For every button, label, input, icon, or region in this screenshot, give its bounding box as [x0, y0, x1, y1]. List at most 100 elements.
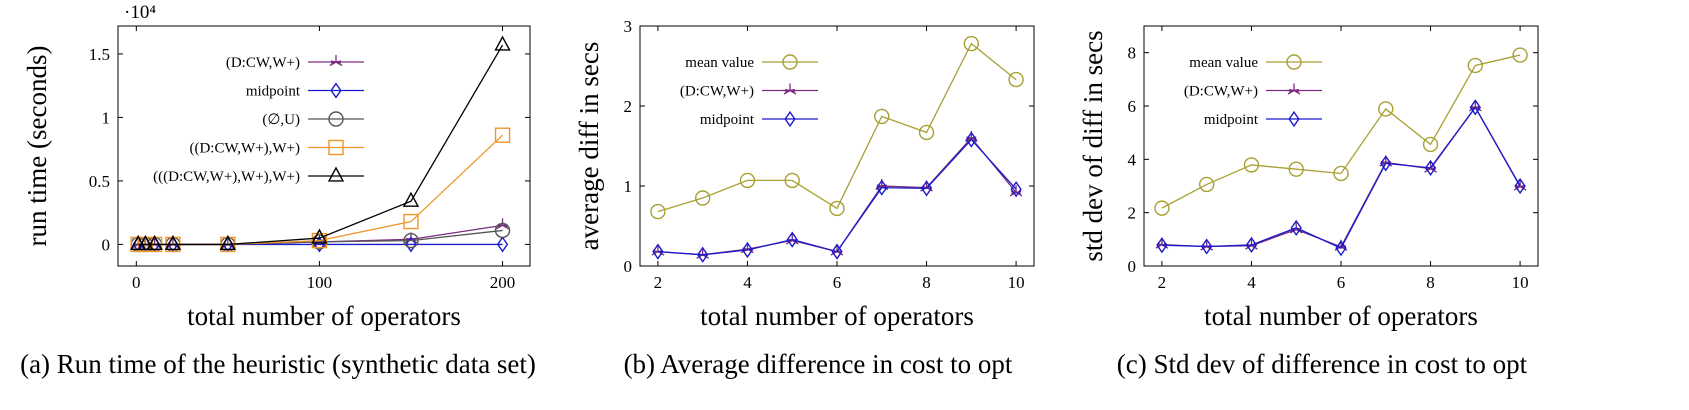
series-line	[657, 42, 1017, 213]
y-axis-title: average diff in secs	[574, 42, 604, 251]
data-point	[494, 127, 511, 143]
data-point	[137, 234, 154, 251]
caption: (c) Std dev of difference in cost to opt	[1117, 349, 1528, 379]
data-point	[876, 179, 888, 196]
data-point	[920, 180, 933, 192]
data-point	[403, 213, 419, 230]
data-point	[496, 218, 509, 230]
x-tick-label: 4	[743, 273, 752, 292]
legend-label: (D:CW,W+)	[226, 55, 300, 71]
legend-marker	[329, 55, 343, 67]
data-point	[652, 243, 664, 260]
x-tick-label: 10	[1512, 273, 1529, 292]
x-tick-label: 8	[922, 273, 931, 292]
data-point	[1333, 165, 1349, 182]
y-tick-label: 0	[1128, 257, 1137, 276]
legend-entry: mean value	[685, 54, 818, 71]
data-point	[918, 124, 935, 141]
series-2	[651, 131, 1023, 259]
legend-label: midpoint	[246, 84, 301, 100]
chart-c: 2 4 6 8 10 0 2 4 6 8 total number of operators std …	[1078, 25, 1539, 379]
legend-label: (D:CW,W+)	[1184, 84, 1258, 100]
data-point	[1467, 57, 1484, 74]
data-point	[741, 241, 754, 259]
data-point	[494, 35, 511, 51]
legend-entry: (D:CW,W+)	[1184, 83, 1322, 100]
legend-marker	[784, 110, 796, 128]
data-point	[1380, 155, 1392, 172]
y-tick-label: 0	[624, 257, 633, 276]
legend-entry: (D:CW,W+)	[226, 55, 364, 71]
y-tick-label: 1	[102, 108, 111, 127]
chart-b: 2 4 6 8 10 0 1 2 3 total number of operators avera…	[574, 17, 1035, 379]
data-point	[496, 236, 509, 253]
legend-label: mean value	[685, 55, 754, 71]
data-point	[650, 203, 666, 220]
data-point	[219, 234, 237, 251]
legend-entry: midpoint	[700, 110, 818, 128]
data-point	[311, 232, 328, 249]
series-5	[129, 35, 511, 251]
legend-marker	[782, 54, 798, 70]
legend-marker	[1286, 54, 1302, 70]
series-line	[1161, 106, 1521, 249]
series-line	[657, 138, 1017, 256]
data-point	[1424, 159, 1437, 176]
series-1	[650, 35, 1024, 220]
series-line	[138, 44, 504, 246]
data-point	[964, 131, 978, 143]
x-tick-label: 6	[833, 273, 842, 292]
x-tick-label: 4	[1247, 273, 1256, 292]
data-point	[829, 200, 845, 217]
y-tick-label: 0.5	[89, 172, 110, 191]
data-point	[146, 234, 163, 251]
series-line	[1161, 54, 1521, 209]
legend-entry: (D:CW,W+)	[680, 83, 818, 100]
plot-frame	[117, 25, 531, 267]
legend-entry: (((D:CW,W+),W+),W+)	[153, 166, 364, 185]
data-point	[1243, 157, 1260, 173]
y-tick-label: 2	[624, 97, 633, 116]
y-tick-label: 4	[1128, 150, 1137, 169]
data-point	[874, 108, 890, 125]
y-axis-title: run time (seconds)	[22, 46, 52, 247]
y-tick-label: 8	[1128, 44, 1137, 63]
legend-label: (((D:CW,W+),W+),W+)	[153, 169, 300, 185]
legend-marker	[783, 83, 797, 95]
legend-marker	[328, 139, 344, 156]
data-point	[1334, 239, 1348, 251]
y-tick-label: 6	[1128, 97, 1137, 116]
x-tick-label: 100	[307, 273, 333, 292]
series-3	[652, 131, 1022, 263]
y-multiplier: ·10⁴	[124, 2, 156, 23]
data-point	[1008, 71, 1024, 88]
legend-entry: mean value	[1189, 54, 1322, 71]
data-point	[1156, 237, 1168, 254]
data-point	[1198, 176, 1215, 193]
y-tick-label: 1.5	[89, 45, 110, 64]
caption: (a) Run time of the heuristic (synthetic…	[20, 349, 536, 379]
data-point	[1378, 101, 1394, 117]
caption: (b) Average difference in cost to opt	[624, 349, 1013, 379]
x-axis-title: total number of operators	[1204, 301, 1478, 331]
data-point	[1290, 219, 1302, 236]
data-point	[164, 234, 182, 251]
data-point	[1245, 236, 1258, 254]
x-tick-label: 200	[490, 273, 516, 292]
data-point	[1422, 136, 1439, 153]
legend-marker	[1288, 110, 1300, 128]
legend-label: mean value	[1189, 55, 1258, 71]
y-tick-label: 2	[1128, 204, 1137, 223]
legend: (D:CW,W+) midpoint (∅,U) ((D:CW,W+),W+) (((D…	[153, 55, 364, 185]
x-tick-label: 2	[1158, 273, 1167, 292]
x-axis-title: total number of operators	[187, 301, 461, 331]
data-point	[1154, 200, 1170, 216]
legend: mean value (D:CW,W+) midpoint	[1184, 54, 1322, 128]
legend-marker	[1287, 83, 1301, 95]
data-point	[1469, 99, 1481, 116]
data-point	[402, 191, 420, 207]
data-point	[1155, 237, 1169, 249]
legend-entry: midpoint	[1204, 110, 1322, 128]
data-point	[1288, 161, 1304, 177]
